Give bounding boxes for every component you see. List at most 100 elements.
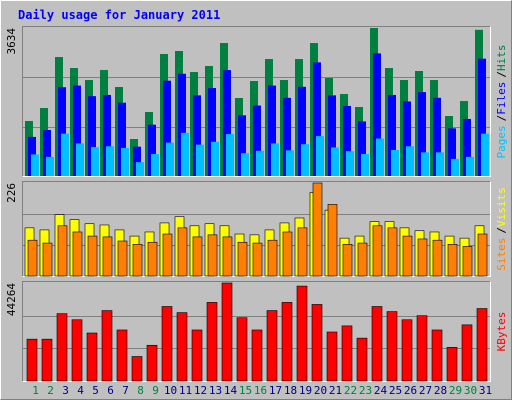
panel-shadow xyxy=(22,181,491,277)
x-tick-label: 11 xyxy=(179,384,192,397)
bar xyxy=(116,329,128,382)
bar xyxy=(58,87,66,176)
x-tick-label: 8 xyxy=(137,384,144,397)
legend-separator: / xyxy=(495,227,508,234)
bar xyxy=(476,308,488,382)
bar xyxy=(461,324,473,382)
x-tick-label: 23 xyxy=(359,384,372,397)
bar xyxy=(296,285,308,382)
bar xyxy=(133,146,141,176)
bar xyxy=(478,58,486,176)
bar xyxy=(361,154,369,176)
bar xyxy=(316,136,324,176)
chart-title: Daily usage for January 2011 xyxy=(18,8,220,22)
bar xyxy=(43,129,51,176)
bar xyxy=(102,236,113,277)
bar xyxy=(417,238,428,277)
bar xyxy=(313,62,321,177)
x-tick-label: 17 xyxy=(269,384,282,397)
bar xyxy=(253,105,261,176)
bar xyxy=(251,329,263,382)
panel-shadow xyxy=(22,26,491,177)
x-tick-label: 15 xyxy=(239,384,252,397)
bar xyxy=(56,313,68,382)
bar xyxy=(162,233,173,277)
x-tick-label: 28 xyxy=(434,384,447,397)
bar xyxy=(447,244,458,277)
bar xyxy=(282,231,293,277)
bar xyxy=(403,101,411,176)
bar xyxy=(462,246,473,277)
bar xyxy=(451,158,459,176)
x-tick-label: 29 xyxy=(449,384,462,397)
x-tick-label: 13 xyxy=(209,384,222,397)
x-tick-label: 26 xyxy=(404,384,417,397)
bar xyxy=(268,85,276,176)
bar xyxy=(192,236,203,277)
x-tick-label: 14 xyxy=(224,384,238,397)
bar xyxy=(466,156,474,176)
y-max-label: 226 xyxy=(5,183,18,203)
legend-entry: KBytes xyxy=(495,312,508,352)
bar xyxy=(176,312,188,382)
bar xyxy=(341,325,353,382)
x-tick-label: 12 xyxy=(194,384,207,397)
bar xyxy=(91,147,99,176)
bar xyxy=(342,244,353,277)
y-max-label: 3634 xyxy=(5,28,18,55)
bar xyxy=(372,225,383,277)
bar xyxy=(178,73,186,176)
bar xyxy=(373,53,381,177)
x-tick-label: 9 xyxy=(152,384,159,397)
legend: KBytes xyxy=(495,312,508,352)
bar xyxy=(136,162,144,176)
bar xyxy=(41,338,53,382)
bar xyxy=(252,242,263,277)
bar xyxy=(326,331,338,382)
bar xyxy=(103,94,111,176)
bar xyxy=(46,156,54,176)
bar xyxy=(151,154,159,176)
bar xyxy=(391,149,399,176)
legend-entry: Files xyxy=(495,82,508,115)
bar xyxy=(433,97,441,176)
legend-entry: Visits xyxy=(495,187,508,227)
bar xyxy=(346,151,354,176)
bar xyxy=(87,235,98,277)
bar xyxy=(163,80,171,176)
bar xyxy=(431,329,443,382)
bar xyxy=(241,153,249,176)
bar xyxy=(432,239,443,277)
bar xyxy=(281,302,293,382)
bar xyxy=(101,310,113,382)
x-tick-label: 31 xyxy=(479,384,492,397)
x-tick-label: 25 xyxy=(389,384,402,397)
bar xyxy=(376,138,384,176)
x-tick-label: 24 xyxy=(374,384,388,397)
bar xyxy=(57,225,68,277)
x-tick-label: 3 xyxy=(62,384,69,397)
bar xyxy=(121,147,129,176)
bar xyxy=(211,141,219,176)
bar xyxy=(477,233,488,277)
bar xyxy=(191,329,203,382)
bar xyxy=(42,242,53,277)
bar xyxy=(266,310,278,382)
bar xyxy=(177,227,188,277)
bar xyxy=(166,142,174,176)
bar xyxy=(221,282,233,382)
x-tick-label: 27 xyxy=(419,384,432,397)
bar xyxy=(238,115,246,176)
bar xyxy=(146,344,158,382)
bar xyxy=(311,304,323,382)
legend-separator: / xyxy=(495,71,508,78)
x-tick-label: 10 xyxy=(164,384,177,397)
bar xyxy=(356,337,368,382)
bar xyxy=(31,154,39,176)
x-tick-label: 21 xyxy=(329,384,342,397)
bar xyxy=(387,227,398,277)
bar xyxy=(147,241,158,277)
bar xyxy=(327,204,338,277)
